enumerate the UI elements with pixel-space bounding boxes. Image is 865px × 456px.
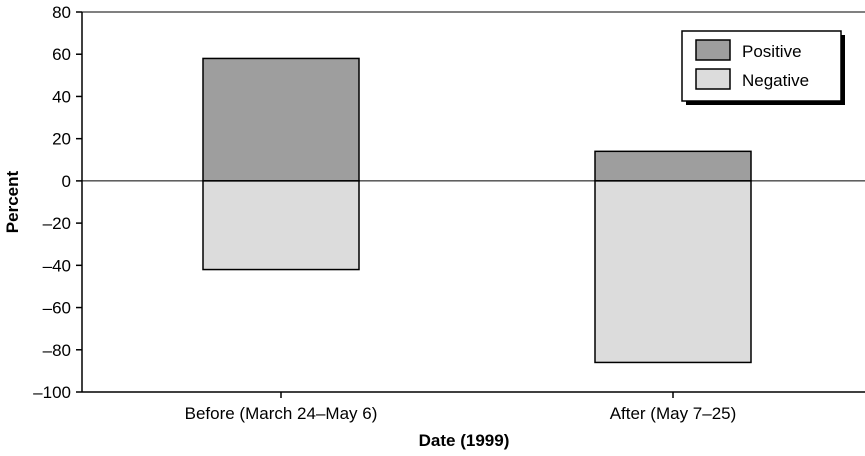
y-axis-title: Percent [3,170,22,233]
legend-swatch-negative [695,68,731,90]
y-tick-label: –60 [43,299,71,318]
category-labels: Before (March 24–May 6) After (May 7–25) [185,392,737,423]
y-ticks: 80 60 40 20 0 –20 –40 –60 –80 –100 [33,3,82,402]
y-tick-label: 20 [52,130,71,149]
y-tick-label: –40 [43,256,71,275]
category-label: After (May 7–25) [610,404,737,423]
category-label: Before (March 24–May 6) [185,404,378,423]
legend: Positive Negative [681,30,845,105]
bar-positive-2 [594,150,752,182]
y-tick-label: 0 [62,172,71,191]
y-tick-label: 80 [52,3,71,22]
legend-label-negative: Negative [742,71,809,90]
bar-negative-2 [594,180,752,364]
y-tick-label: 40 [52,87,71,106]
bar-negative-1 [202,180,360,271]
y-tick-label: –100 [33,383,71,402]
legend-label-positive: Positive [742,42,802,61]
y-tick-label: –80 [43,341,71,360]
bar-positive-1 [202,57,360,182]
bars [202,57,752,364]
y-tick-label: –20 [43,214,71,233]
legend-swatch-positive [695,39,731,61]
y-tick-label: 60 [52,45,71,64]
x-axis-title: Date (1999) [419,431,510,450]
